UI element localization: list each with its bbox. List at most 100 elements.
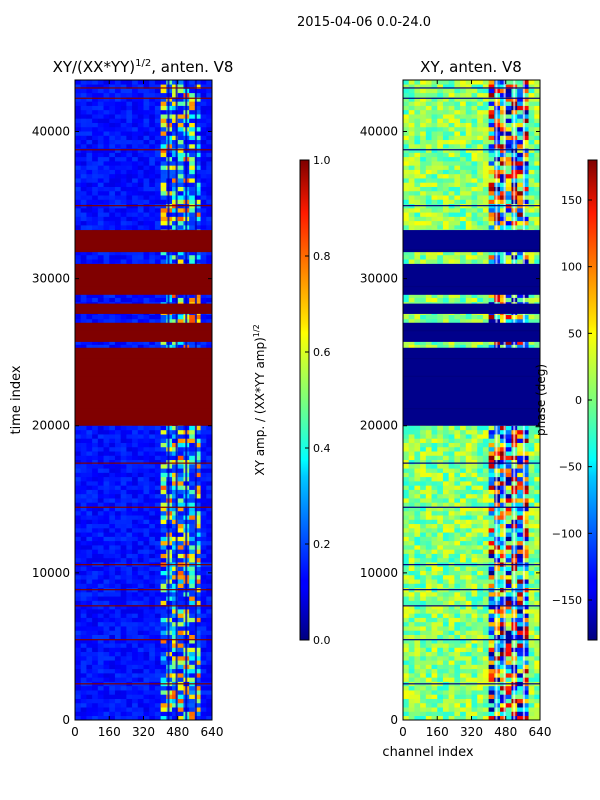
heatmap-cell: [448, 502, 455, 507]
heatmap-cell: [149, 485, 156, 490]
heatmap-cell: [120, 109, 127, 115]
heatmap-cell: [86, 673, 93, 678]
heatmap-cell: [120, 455, 127, 461]
heatmap-cell: [126, 425, 133, 431]
heatmap-cell: [114, 485, 121, 490]
heatmap-cell: [482, 502, 489, 507]
heatmap-cell: [109, 105, 116, 111]
heatmap-cell: [92, 216, 99, 222]
heatmap-cell: [126, 668, 133, 674]
heatmap-cell: [454, 698, 461, 704]
heatmap-cell: [522, 638, 529, 644]
heatmap-cell: [132, 638, 139, 644]
heatmap-cell: [149, 186, 156, 192]
heatmap-cell: [414, 502, 421, 507]
heatmap-cell: [154, 101, 161, 106]
heatmap-cell: [437, 677, 444, 682]
heatmap-cell: [528, 715, 535, 721]
heatmap-cell: [103, 540, 110, 546]
heatmap-cell: [194, 523, 201, 529]
heatmap-cell: [120, 656, 127, 661]
heatmap-cell: [97, 617, 104, 623]
heatmap-cell: [137, 673, 144, 678]
heatmap-cell: [86, 250, 93, 256]
heatmap-cell: [425, 715, 432, 721]
heatmap-cell: [488, 643, 495, 648]
heatmap-cell: [177, 429, 184, 435]
heatmap-cell: [442, 566, 449, 571]
heatmap-cell: [477, 502, 484, 507]
heatmap-cell: [92, 314, 99, 320]
heatmap-cell: [132, 493, 139, 499]
heatmap-cell: [109, 630, 116, 635]
amplitude-panel-title: XY/(XX*YY)1/2, anten. V8: [53, 58, 234, 76]
heatmap-cell: [194, 425, 201, 431]
heatmap-cell: [206, 182, 213, 187]
heatmap-cell: [177, 446, 184, 452]
heatmap-cell: [149, 698, 156, 704]
heatmap-cell: [149, 540, 156, 546]
heatmap-cell: [194, 621, 201, 627]
heatmap-cell: [154, 161, 161, 166]
heatmap-cell: [425, 510, 432, 516]
heatmap-cell: [132, 148, 139, 153]
heatmap-cell: [431, 638, 438, 644]
heatmap-cell: [154, 630, 161, 635]
heatmap-cell: [465, 698, 472, 704]
heatmap-cell: [194, 468, 201, 473]
heatmap-cell: [86, 126, 93, 132]
heatmap-cell: [172, 109, 179, 115]
heatmap-cell: [86, 519, 93, 525]
heatmap-cell: [80, 429, 87, 435]
heatmap-cell: [460, 510, 467, 516]
heatmap-cell: [177, 318, 184, 324]
heatmap-cell: [172, 105, 179, 111]
heatmap-cell: [442, 707, 449, 712]
heatmap-cell: [517, 574, 524, 580]
heatmap-cell: [505, 557, 512, 563]
heatmap-cell: [103, 92, 110, 98]
heatmap-cell: [477, 523, 484, 529]
heatmap-cell: [454, 626, 461, 631]
heatmap-cell: [488, 630, 495, 635]
heatmap-cell: [149, 212, 156, 217]
heatmap-cell: [200, 643, 207, 648]
heatmap-cell: [137, 148, 144, 153]
heatmap-cell: [126, 570, 133, 576]
heatmap-cell: [80, 88, 87, 94]
heatmap-cell: [80, 220, 87, 226]
heatmap-cell: [126, 660, 133, 665]
heatmap-cell: [517, 579, 524, 584]
heatmap-cell: [528, 506, 535, 512]
heatmap-cell: [75, 694, 82, 699]
heatmap-cell: [109, 638, 116, 644]
heatmap-cell: [425, 532, 432, 537]
heatmap-cell: [109, 660, 116, 665]
heatmap-cell: [517, 643, 524, 648]
heatmap-cell: [114, 664, 121, 670]
heatmap-cell: [126, 698, 133, 704]
heatmap-cell: [460, 609, 467, 614]
heatmap-cell: [132, 570, 139, 576]
heatmap-cell: [528, 540, 535, 546]
heatmap-cell: [505, 613, 512, 618]
heatmap-cell: [172, 429, 179, 435]
heatmap-cell: [403, 510, 410, 516]
heatmap-cell: [420, 702, 427, 708]
heatmap-cell: [408, 545, 415, 550]
heatmap-cell: [92, 254, 99, 260]
heatmap-cell: [97, 532, 104, 537]
heatmap-cell: [109, 621, 116, 627]
heatmap-cell: [75, 429, 82, 435]
heatmap-cell: [460, 647, 467, 653]
heatmap-cell: [97, 259, 104, 264]
heatmap-cell: [431, 510, 438, 516]
heatmap-cell: [114, 92, 121, 98]
heatmap-cell: [488, 523, 495, 529]
heatmap-cell: [172, 592, 179, 597]
heatmap-cell: [505, 519, 512, 525]
heatmap-cell: [103, 493, 110, 499]
heatmap-cell: [143, 105, 150, 111]
amplitude-heatmap: [75, 80, 213, 721]
